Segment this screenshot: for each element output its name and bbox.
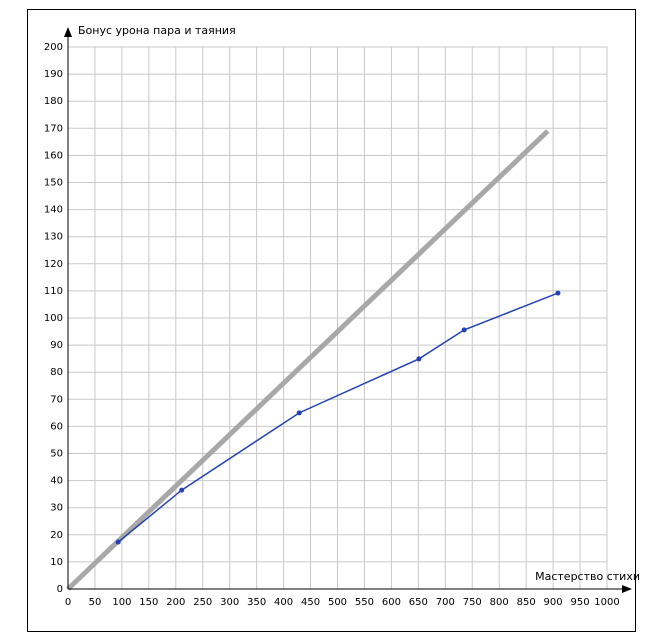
y-arrow <box>64 27 72 37</box>
series-line <box>66 129 550 591</box>
y-tick-label: 80 <box>50 367 63 378</box>
y-tick-label: 0 <box>57 584 63 595</box>
y-tick-label: 120 <box>44 259 63 270</box>
x-tick-label: 950 <box>571 597 590 608</box>
x-tick-label: 900 <box>544 597 563 608</box>
x-tick-label: 50 <box>89 597 102 608</box>
series-line <box>117 292 559 543</box>
y-tick-label: 140 <box>44 205 63 216</box>
point <box>461 327 467 333</box>
y-tick-label: 50 <box>50 449 63 460</box>
x-tick-label: 850 <box>517 597 536 608</box>
y-tick-label: 70 <box>50 394 63 405</box>
y-tick-label: 20 <box>50 530 63 541</box>
y-tick-label: 100 <box>44 313 63 324</box>
point <box>296 410 302 416</box>
x-arrow <box>622 585 632 593</box>
x-tick-label: 1000 <box>594 597 619 608</box>
y-tick-label: 30 <box>50 503 63 514</box>
y-tick-label: 170 <box>44 123 63 134</box>
y-tick-label: 130 <box>44 232 63 243</box>
x-tick-label: 150 <box>139 597 158 608</box>
y-tick-label: 160 <box>44 150 63 161</box>
x-tick-label: 700 <box>436 597 455 608</box>
plot <box>66 129 561 591</box>
x-tick-label: 500 <box>328 597 347 608</box>
x-tick-label: 450 <box>301 597 320 608</box>
grid <box>67 46 608 590</box>
y-tick-label: 40 <box>50 476 63 487</box>
x-tick-label: 300 <box>220 597 239 608</box>
y-tick-label: 110 <box>44 286 63 297</box>
y-axis-label: Бонус урона пара и таяния <box>78 24 236 37</box>
y-tick-label: 60 <box>50 421 63 432</box>
point <box>179 487 185 493</box>
x-tick-label: 800 <box>490 597 509 608</box>
x-tick-label: 750 <box>463 597 482 608</box>
x-tick-label: 0 <box>65 597 71 608</box>
point <box>555 290 561 296</box>
y-tick-label: 90 <box>50 340 63 351</box>
x-axis-label: Мастерство стихи <box>535 570 640 583</box>
x-tick-label: 650 <box>409 597 428 608</box>
y-tick-label: 200 <box>44 42 63 53</box>
point <box>416 356 422 362</box>
y-tick-label: 150 <box>44 178 63 189</box>
x-tick-label: 600 <box>382 597 401 608</box>
x-tick-label: 400 <box>274 597 293 608</box>
y-tick-label: 180 <box>44 96 63 107</box>
x-tick-label: 200 <box>166 597 185 608</box>
x-tick-label: 100 <box>112 597 131 608</box>
y-tick-label: 10 <box>50 557 63 568</box>
x-tick-label: 550 <box>355 597 374 608</box>
x-tick-label: 350 <box>247 597 266 608</box>
point <box>115 539 121 545</box>
y-tick-label: 190 <box>44 69 63 80</box>
x-tick-label: 250 <box>193 597 212 608</box>
